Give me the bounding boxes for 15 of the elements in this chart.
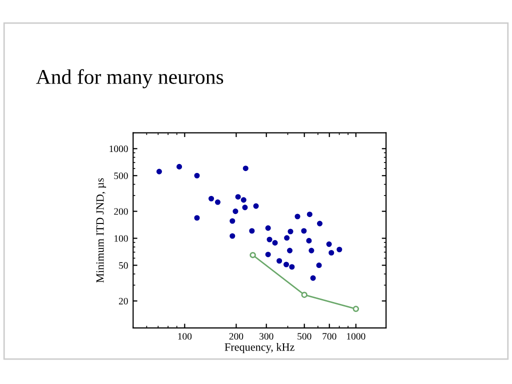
y-tick-label: 100 [114, 235, 128, 242]
x-tick-label: 700 [322, 333, 336, 340]
x-axis-title: Frequency, kHz [224, 343, 294, 354]
y-axis-title: Minimum ITD JND, µs [96, 178, 106, 283]
chart-title: And for many neurons [36, 69, 224, 88]
y-tick-label: 200 [114, 208, 128, 215]
y-tick-label: 500 [114, 172, 128, 180]
x-tick-label: 100 [178, 333, 192, 340]
y-tick-label: 20 [118, 298, 128, 304]
x-tick-label: 300 [260, 333, 274, 340]
x-tick-label: 1000 [347, 333, 366, 340]
x-tick-label: 500 [298, 333, 312, 340]
y-tick-label: 1000 [110, 146, 128, 152]
y-tick-label: 50 [119, 262, 128, 269]
x-tick-label: 200 [229, 333, 244, 340]
